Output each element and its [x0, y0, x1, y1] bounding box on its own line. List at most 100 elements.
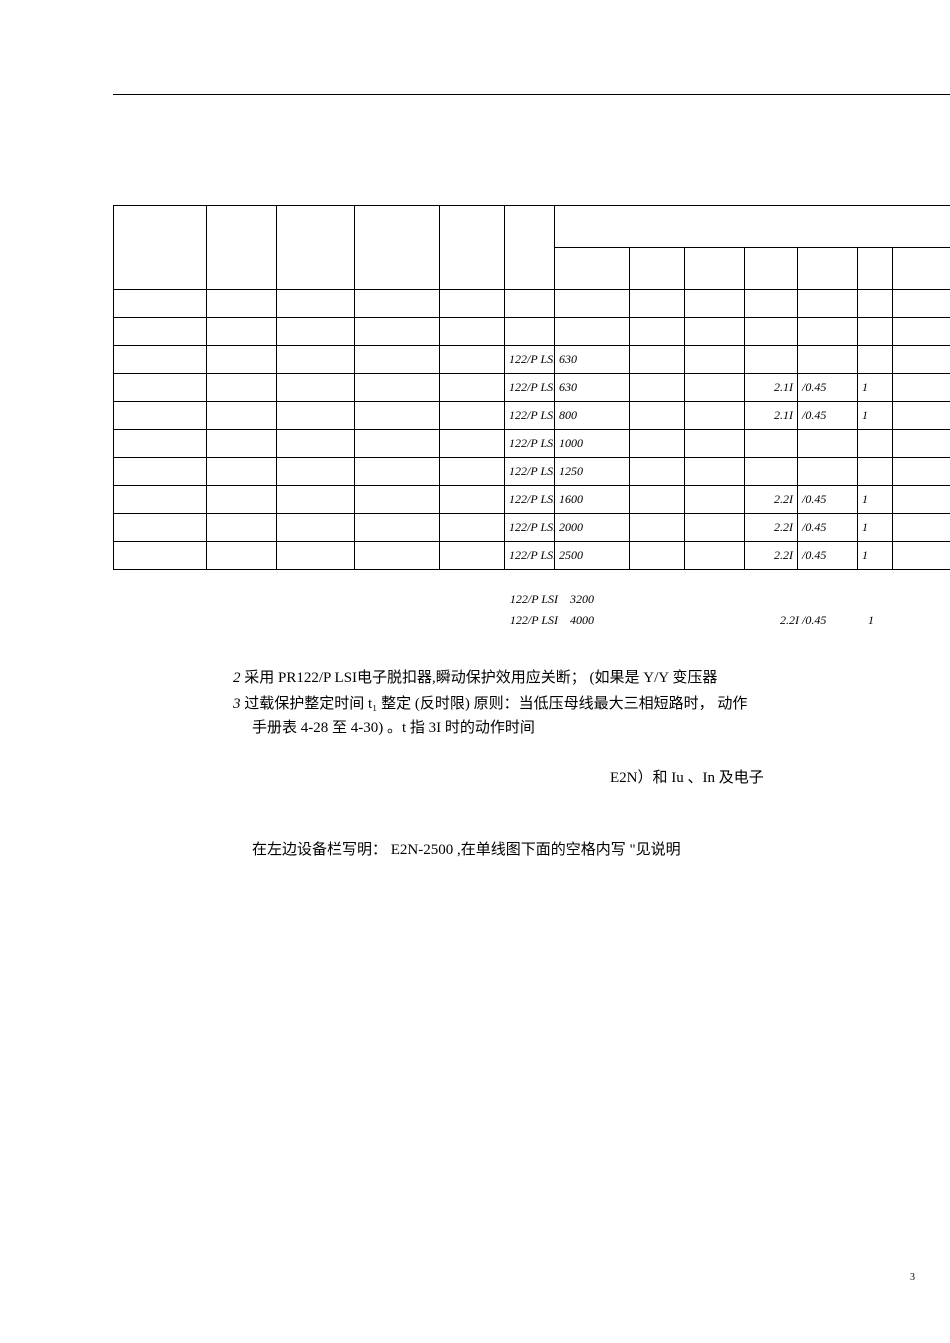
- table-row: 122/P LSI16002.2I/0.451: [114, 486, 950, 514]
- cell: /0.45: [798, 486, 858, 514]
- header-cell: [798, 248, 858, 290]
- cell: [685, 430, 745, 458]
- cell: [114, 486, 207, 514]
- table-row: 122/P LSI1000: [114, 430, 950, 458]
- cell: [620, 613, 780, 628]
- cell: [207, 430, 277, 458]
- cell: [893, 374, 950, 402]
- cell: [114, 346, 207, 374]
- cell: [620, 592, 780, 607]
- cell: [505, 318, 555, 346]
- cell: [440, 430, 505, 458]
- header-cell: [745, 248, 798, 290]
- cell: [685, 374, 745, 402]
- cell: 1: [850, 613, 880, 628]
- cell: [114, 318, 207, 346]
- cell: [858, 346, 893, 374]
- cell: [893, 430, 950, 458]
- cell: 630: [555, 346, 630, 374]
- cell: 1: [858, 514, 893, 542]
- cell: [440, 402, 505, 430]
- cell: 122/P LSI: [505, 346, 555, 374]
- header-cell: [685, 248, 745, 290]
- header-cell: [114, 206, 207, 290]
- cell: [850, 592, 880, 607]
- cell: 2.2I /0.45: [780, 613, 850, 628]
- cell: [277, 374, 355, 402]
- cell: 1: [858, 542, 893, 570]
- cell: [207, 514, 277, 542]
- cell: 122/P LSI: [505, 374, 555, 402]
- cell: 2.2I: [745, 486, 798, 514]
- cell: 122/P LSI: [505, 430, 555, 458]
- cell: [277, 486, 355, 514]
- cell: [277, 542, 355, 570]
- cell: [277, 430, 355, 458]
- table-row: [114, 290, 950, 318]
- cell: [207, 458, 277, 486]
- cell: [893, 402, 950, 430]
- table-header-row-1: [114, 206, 950, 248]
- note-2: 2 采用 PR122/P LSI电子脱扣器,瞬动保护效用应关断； (如果是 Y/…: [233, 666, 950, 690]
- page-number: 3: [910, 1272, 915, 1283]
- cell: [355, 542, 440, 570]
- header-cell: [858, 248, 893, 290]
- cell: [798, 458, 858, 486]
- header-cell: [630, 248, 685, 290]
- cell: [685, 346, 745, 374]
- table-row: [114, 318, 950, 346]
- cell: 1000: [555, 430, 630, 458]
- cell: [858, 458, 893, 486]
- cell: [893, 346, 950, 374]
- cell: [355, 514, 440, 542]
- cell: [630, 402, 685, 430]
- cell: 3200: [558, 592, 620, 607]
- cell: [440, 318, 505, 346]
- cell: [114, 542, 207, 570]
- cell: [798, 430, 858, 458]
- cell: [207, 542, 277, 570]
- cell: [207, 402, 277, 430]
- cell: [355, 458, 440, 486]
- cell: [745, 290, 798, 318]
- cell: [555, 318, 630, 346]
- cell: [277, 346, 355, 374]
- table-row: 122/P LSI6302.1I/0.451: [114, 374, 950, 402]
- cell: [440, 346, 505, 374]
- table-row: 122/P LSI25002.2I/0.451: [114, 542, 950, 570]
- table-row: 122/P LSI8002.1I/0.451: [114, 402, 950, 430]
- cell: [893, 458, 950, 486]
- cell: [355, 486, 440, 514]
- cell: [630, 374, 685, 402]
- header-cell: [440, 206, 505, 290]
- header-cell: [277, 206, 355, 290]
- table-row: 122/P LSI20002.2I/0.451: [114, 514, 950, 542]
- cell: [685, 458, 745, 486]
- cell: [893, 542, 950, 570]
- cell: [745, 318, 798, 346]
- header-cell: [207, 206, 277, 290]
- cell: [440, 290, 505, 318]
- cell: [505, 290, 555, 318]
- cell: 2.1I: [745, 402, 798, 430]
- note-index: 2: [233, 670, 241, 686]
- cell: [630, 514, 685, 542]
- cell: [745, 430, 798, 458]
- cell: [630, 458, 685, 486]
- cell: [277, 402, 355, 430]
- table-row: 122/P LSI1250: [114, 458, 950, 486]
- cell: [798, 290, 858, 318]
- cell: [114, 514, 207, 542]
- cell: [630, 486, 685, 514]
- cell: [440, 514, 505, 542]
- cell: [685, 318, 745, 346]
- cell: [207, 486, 277, 514]
- cell: [207, 290, 277, 318]
- cell: 122/P LSI: [113, 613, 558, 628]
- cell: [893, 486, 950, 514]
- cell: [355, 318, 440, 346]
- cell: 2.2I: [745, 514, 798, 542]
- cell: 2500: [555, 542, 630, 570]
- cell: [440, 542, 505, 570]
- header-rule: [113, 94, 950, 95]
